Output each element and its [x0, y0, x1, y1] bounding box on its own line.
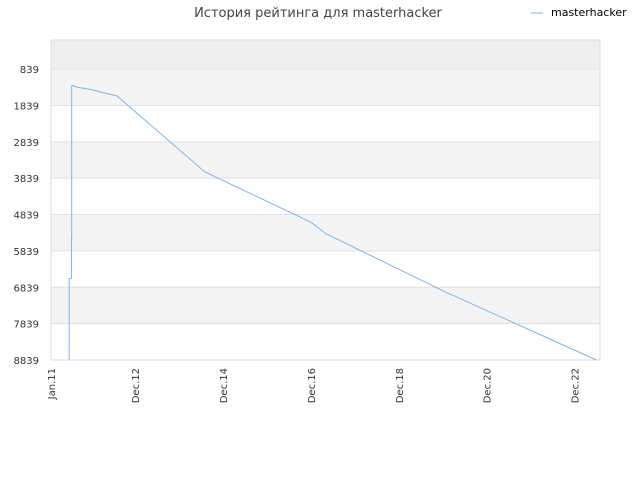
- x-tick-label: Dec.16: [307, 368, 318, 403]
- y-tick-label: 7839: [14, 320, 39, 331]
- chart-title: История рейтинга для masterhacker: [194, 6, 442, 21]
- x-axis: Jan.11 Dec.12 Dec.14 Dec.16 Dec.18 Dec.20 Dec.…: [47, 368, 581, 403]
- y-tick-label: 5839: [14, 247, 39, 258]
- series-line-masterhacker: [68, 84, 597, 361]
- plot-band: [51, 40, 600, 70]
- x-tick-label: Dec.12: [131, 368, 142, 403]
- plot-band: [51, 323, 600, 360]
- plot-area-border: [50, 39, 601, 361]
- x-tick-label: Dec.14: [219, 368, 230, 403]
- y-tick-label: 839: [20, 65, 39, 76]
- plot-bands: [51, 40, 600, 360]
- y-tick-label: 1839: [14, 101, 39, 112]
- y-tick-label: 6839: [14, 283, 39, 294]
- plot-band: [51, 250, 600, 288]
- x-tick-label: Jan.11: [47, 368, 58, 400]
- y-axis: 839 1839 2839 3839 4839 5839 6839 7839 8839: [14, 65, 39, 367]
- y-tick-label: 8839: [14, 356, 39, 367]
- plot-band: [51, 105, 600, 142]
- plot-band: [51, 214, 600, 251]
- plot-band: [51, 178, 600, 215]
- y-tick-label: 2839: [14, 138, 39, 149]
- y-tick-label: 4839: [14, 211, 39, 222]
- plot-band: [51, 69, 600, 106]
- x-tick-label: Dec.18: [395, 368, 406, 403]
- x-tick-label: Dec.22: [570, 368, 581, 403]
- x-tick-label: Dec.20: [483, 368, 494, 403]
- legend-label-masterhacker: masterhacker: [551, 6, 627, 19]
- y-tick-label: 3839: [14, 174, 39, 185]
- plot-band: [51, 141, 600, 179]
- legend[interactable]: masterhacker: [531, 6, 627, 19]
- plot-band: [51, 287, 600, 324]
